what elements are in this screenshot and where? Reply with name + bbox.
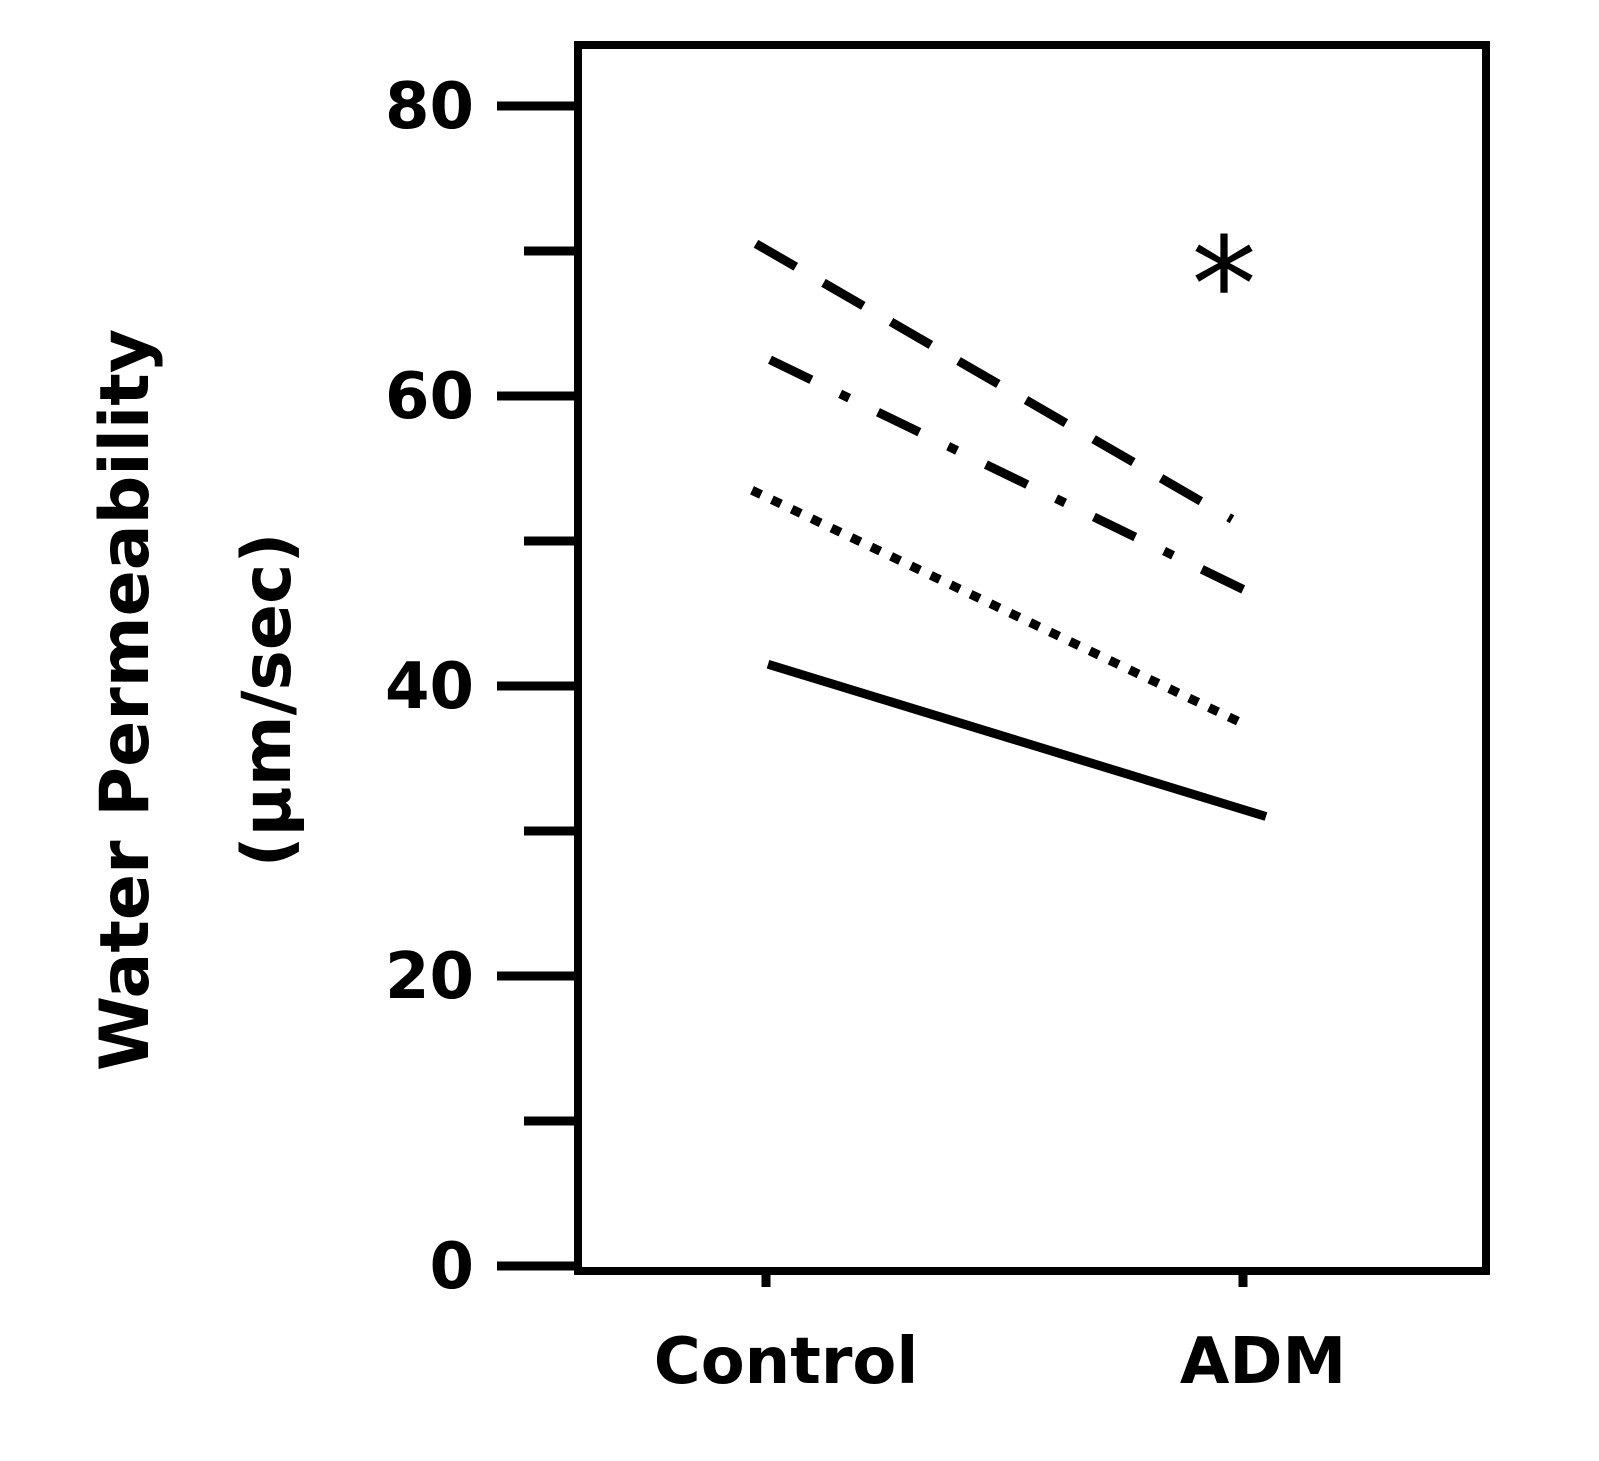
series-line-dotted — [750, 486, 1242, 727]
data-series — [750, 239, 1268, 821]
series-line-dashed — [753, 239, 1235, 524]
y-tick-label: 60 — [385, 360, 474, 434]
y-axis-title-unit: (µm/sec) — [228, 533, 307, 868]
x-tick-label-adm: ADM — [1180, 1325, 1346, 1399]
significance-asterisk: * — [1192, 209, 1257, 361]
series-line-solid — [766, 659, 1268, 821]
y-tick-label: 20 — [385, 940, 474, 1014]
y-axis-ticks: 0 20 40 60 80 — [385, 70, 574, 1304]
y-tick-label: 0 — [429, 1230, 474, 1304]
y-tick-label: 80 — [385, 70, 474, 144]
x-axis-ticks: Control ADM — [654, 1271, 1346, 1399]
y-axis-title-main: Water Permeability — [86, 329, 165, 1071]
y-axis-title: Water Permeability (µm/sec) — [86, 329, 307, 1071]
y-tick-label: 40 — [385, 650, 474, 724]
series-line-dashdot — [768, 355, 1250, 596]
x-tick-label-control: Control — [654, 1325, 919, 1399]
plot-frame — [574, 41, 1490, 1275]
